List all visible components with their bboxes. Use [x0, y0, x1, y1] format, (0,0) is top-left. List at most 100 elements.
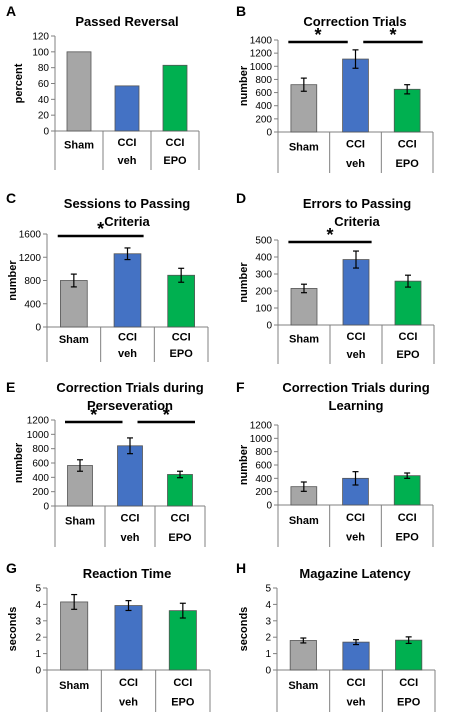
y-tick-label: 800	[255, 75, 272, 86]
category-label: CCI	[346, 512, 365, 524]
panel-letter: D	[236, 190, 246, 206]
y-tick-label: 0	[43, 127, 49, 138]
panel-h: H Magazine Latency seconds 0 1 2 3 4 5 Sham CCI veh…	[236, 560, 436, 712]
category-label: EPO	[397, 697, 421, 709]
y-axis-label: number	[13, 442, 25, 483]
category-label: Sham	[289, 515, 319, 527]
category-label: CCI	[398, 139, 417, 151]
chart-title: Criteria	[104, 214, 150, 229]
y-tick-label: 1200	[27, 416, 50, 427]
panel-a: A Passed Reversal percent 0 20 40 60 80 100 120 Sh…	[6, 3, 200, 170]
y-tick-label: 40	[38, 95, 50, 106]
significance-star: *	[90, 405, 97, 425]
category-label: CCI	[398, 512, 417, 524]
category-label: EPO	[163, 155, 187, 167]
panel-letter: H	[236, 560, 246, 576]
category-label: veh	[346, 158, 365, 170]
panel-b: B Correction Trials number 0 200 400 600 800 100…	[236, 3, 434, 173]
category-label: EPO	[396, 532, 420, 544]
y-tick-label: 0	[266, 128, 272, 139]
category-label: CCI	[173, 677, 192, 689]
bar	[162, 64, 188, 132]
y-tick-label: 4	[35, 600, 41, 611]
y-axis-label: number	[238, 444, 250, 485]
y-tick-label: 0	[35, 323, 41, 334]
bar	[290, 84, 318, 133]
y-tick-label: 0	[266, 501, 272, 512]
y-tick-label: 400	[255, 253, 272, 264]
bar	[393, 88, 421, 133]
bar	[114, 85, 140, 132]
y-tick-label: 1200	[250, 49, 273, 60]
panel-letter: B	[236, 3, 246, 19]
category-label: veh	[347, 349, 366, 361]
bar	[60, 280, 88, 328]
panel-letter: A	[6, 3, 16, 19]
category-label: CCI	[171, 513, 190, 525]
y-tick-label: 60	[38, 79, 50, 90]
bar	[114, 605, 143, 671]
category-label: Sham	[65, 515, 95, 527]
y-tick-label: 1000	[27, 430, 50, 441]
bar	[60, 601, 89, 671]
bar	[167, 474, 193, 507]
category-label: CCI	[172, 331, 191, 343]
category-label: CCI	[166, 137, 185, 149]
y-axis-label: number	[238, 65, 250, 106]
category-label: Sham	[59, 334, 89, 346]
bar	[394, 280, 422, 326]
category-label: veh	[347, 697, 366, 709]
y-tick-label: 0	[265, 666, 271, 677]
category-label: veh	[119, 697, 138, 709]
category-label: CCI	[347, 677, 366, 689]
chart-title: Criteria	[334, 214, 380, 229]
chart-title: Sessions to Passing	[64, 196, 190, 211]
bar	[342, 259, 370, 326]
significance-star: *	[389, 25, 396, 45]
panel-letter: C	[6, 190, 16, 206]
significance-star: *	[97, 219, 104, 239]
y-tick-label: 400	[255, 101, 272, 112]
y-tick-label: 5	[35, 584, 41, 595]
panel-f: F Correction Trials during Learning number 0…	[236, 379, 434, 547]
category-label: CCI	[346, 139, 365, 151]
y-tick-label: 600	[255, 461, 272, 472]
y-tick-label: 1	[35, 649, 41, 660]
y-tick-label: 800	[255, 447, 272, 458]
y-tick-label: 0	[266, 321, 272, 332]
category-label: EPO	[171, 697, 195, 709]
y-axis-label: number	[7, 260, 19, 301]
y-tick-label: 2	[265, 633, 271, 644]
y-tick-label: 100	[255, 304, 272, 315]
chart-title: Reaction Time	[83, 566, 172, 581]
y-tick-label: 100	[32, 47, 49, 58]
y-tick-label: 0	[43, 502, 49, 513]
category-label: Sham	[289, 141, 319, 153]
y-tick-label: 400	[32, 473, 49, 484]
category-label: EPO	[396, 349, 420, 361]
y-tick-label: 20	[38, 111, 50, 122]
category-label: EPO	[168, 532, 192, 544]
category-label: CCI	[121, 513, 140, 525]
category-label: CCI	[399, 677, 418, 689]
bar	[117, 445, 143, 507]
category-label: Sham	[59, 680, 89, 692]
category-label: EPO	[170, 348, 194, 360]
y-tick-label: 1000	[250, 434, 273, 445]
y-axis-label: seconds	[238, 607, 250, 652]
chart-title: Correction Trials during	[282, 380, 429, 395]
bar	[113, 253, 142, 328]
chart-title: Learning	[329, 398, 384, 413]
category-label: Sham	[64, 140, 94, 152]
y-tick-label: 800	[32, 444, 49, 455]
y-tick-label: 200	[255, 114, 272, 125]
y-tick-label: 4	[265, 600, 271, 611]
y-tick-label: 80	[38, 63, 50, 74]
category-label: veh	[118, 348, 137, 360]
category-label: veh	[121, 532, 140, 544]
y-tick-label: 600	[255, 88, 272, 99]
category-label: Sham	[289, 334, 319, 346]
chart-title: Correction Trials during	[56, 380, 203, 395]
chart-title: Errors to Passing	[303, 196, 411, 211]
